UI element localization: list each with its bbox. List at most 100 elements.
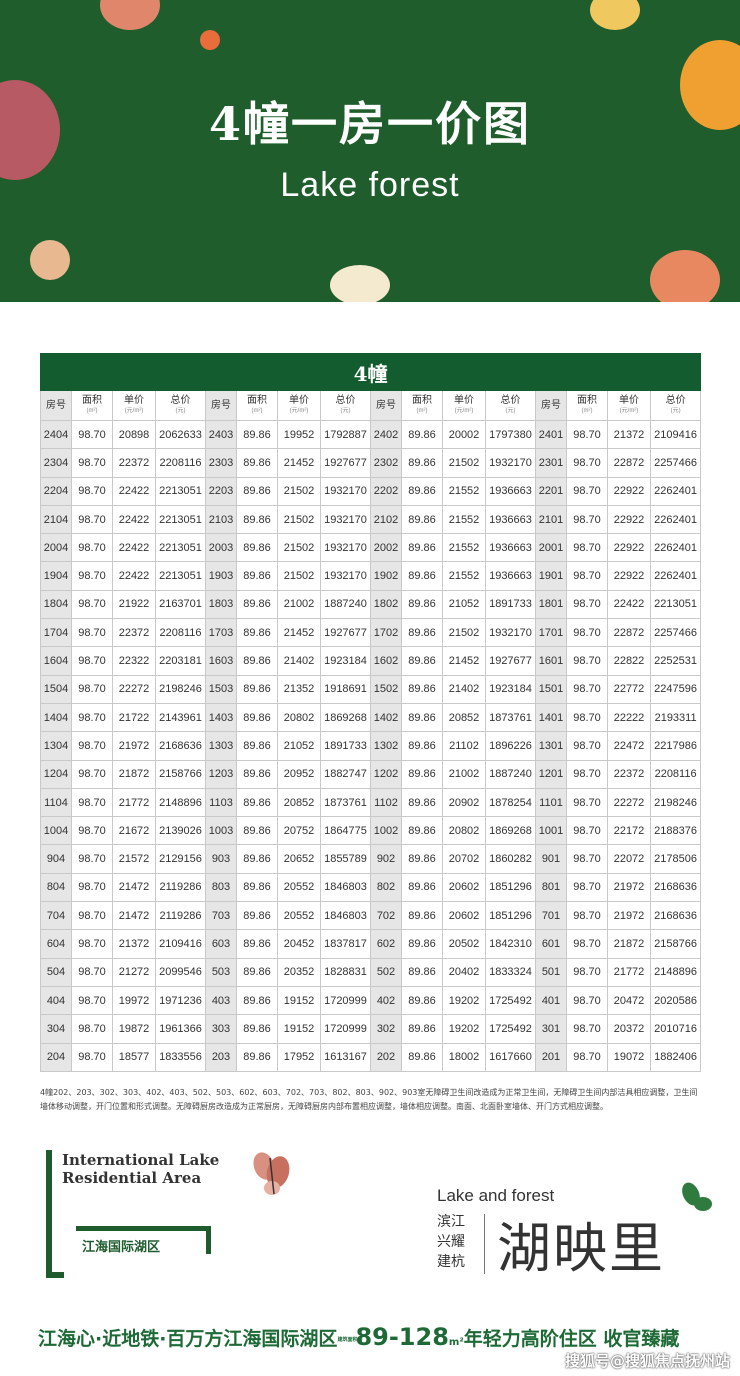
- table-row: 904 98.70 21572 2129156 903 89.86 20652 1855789…: [40, 844, 702, 874]
- total-price-cell: 2257466: [649, 448, 702, 478]
- area-cell: 98.70: [566, 419, 608, 450]
- project-name: 湖映里: [497, 1217, 665, 1280]
- room-number-cell: 1801: [535, 589, 567, 620]
- area-cell: 89.86: [401, 816, 443, 846]
- flower-decoration: [590, 0, 640, 30]
- room-number-cell: 2203: [205, 476, 237, 506]
- column-header: 房号: [535, 390, 567, 421]
- unit-price-cell: 21552: [442, 561, 486, 591]
- unit-price-cell: 21552: [442, 504, 486, 535]
- butterfly-icon: [253, 1152, 290, 1195]
- total-price-cell: 2109416: [155, 929, 206, 959]
- room-number-cell: 2301: [535, 448, 567, 478]
- unit-price-cell: 21372: [112, 929, 156, 959]
- unit-price-cell: 21502: [277, 476, 321, 506]
- unit-price-cell: 22222: [607, 702, 651, 733]
- table-row: 1904 98.70 22422 2213051 1903 89.86 21502 19321…: [40, 561, 702, 591]
- header-label: 房号: [211, 400, 231, 411]
- total-price-cell: 1869268: [320, 702, 371, 733]
- table-row: 204 98.70 18577 1833556 203 89.86 17952 1613167…: [40, 1042, 702, 1072]
- table-row: 704 98.70 21472 2119286 703 89.86 20552 1846803…: [40, 901, 702, 931]
- header-unit: (元): [505, 407, 516, 414]
- unit-price-cell: 22922: [607, 476, 651, 506]
- area-cell: 89.86: [236, 646, 278, 676]
- room-number-cell: 2202: [370, 476, 402, 506]
- table-row: 1804 98.70 21922 2163701 1803 89.86 21002 18872…: [40, 589, 702, 620]
- unit-price-cell: 21372: [607, 419, 651, 450]
- total-price-cell: 1927677: [320, 448, 371, 478]
- unit-price-cell: 19152: [277, 985, 321, 1016]
- unit-price-cell: 20702: [442, 844, 486, 874]
- total-price-cell: 1918691: [320, 674, 371, 704]
- total-price-cell: 2119286: [155, 872, 206, 903]
- unit-price-cell: 21502: [442, 448, 486, 478]
- total-price-cell: 2020586: [649, 985, 702, 1016]
- total-price-cell: 1923184: [485, 674, 536, 704]
- unit-price-cell: 21502: [442, 618, 486, 648]
- slogan-unit: m²: [448, 1337, 464, 1348]
- area-cell: 98.70: [566, 674, 608, 704]
- area-cell: 89.86: [401, 533, 443, 563]
- total-price-cell: 1613167: [320, 1042, 371, 1072]
- unit-price-cell: 21972: [607, 901, 651, 931]
- header-label: 房号: [376, 400, 396, 411]
- table-row: 304 98.70 19872 1961366 303 89.86 19152 1720999…: [40, 1014, 702, 1044]
- total-price-cell: 1851296: [485, 901, 536, 931]
- room-number-cell: 1803: [205, 589, 237, 620]
- room-number-cell: 1203: [205, 759, 237, 789]
- area-cell: 98.70: [566, 901, 608, 931]
- total-price-cell: 2109416: [649, 419, 702, 450]
- area-cell: 89.86: [401, 844, 443, 874]
- total-price-cell: 2148896: [649, 957, 702, 987]
- area-cell: 98.70: [71, 929, 113, 959]
- total-price-cell: 2143961: [155, 702, 206, 733]
- unit-price-cell: 20802: [442, 816, 486, 846]
- room-number-cell: 701: [535, 901, 567, 931]
- unit-price-cell: 22872: [607, 448, 651, 478]
- unit-price-cell: 21002: [442, 759, 486, 789]
- unit-price-cell: 22922: [607, 533, 651, 563]
- room-number-cell: 502: [370, 957, 402, 987]
- room-number-cell: 1403: [205, 702, 237, 733]
- total-price-cell: 2213051: [649, 589, 702, 620]
- flower-decoration: [200, 30, 220, 50]
- room-number-cell: 2404: [40, 419, 72, 450]
- area-cell: 98.70: [566, 589, 608, 620]
- total-price-cell: 1936663: [485, 504, 536, 535]
- area-cell: 89.86: [236, 674, 278, 704]
- unit-price-cell: 20352: [277, 957, 321, 987]
- header-unit: (元/m²): [619, 407, 639, 414]
- total-price-cell: 2203181: [155, 646, 206, 676]
- area-cell: 98.70: [71, 476, 113, 506]
- unit-price-cell: 20372: [607, 1014, 651, 1044]
- unit-price-cell: 21352: [277, 674, 321, 704]
- area-cell: 89.86: [401, 448, 443, 478]
- column-header: 单价 (元/m²): [442, 390, 486, 421]
- room-number-cell: 2002: [370, 533, 402, 563]
- unit-price-cell: 20502: [442, 929, 486, 959]
- total-price-cell: 2099546: [155, 957, 206, 987]
- unit-price-cell: 21502: [277, 533, 321, 563]
- area-cell: 89.86: [401, 561, 443, 591]
- brand-logo: Lake forest: [280, 166, 460, 204]
- total-price-cell: 2158766: [155, 759, 206, 789]
- total-price-cell: 1936663: [485, 561, 536, 591]
- flower-decoration: [650, 250, 720, 302]
- unit-price-cell: 20552: [277, 901, 321, 931]
- header-label: 面积: [412, 394, 432, 406]
- area-cell: 89.86: [236, 872, 278, 903]
- total-price-cell: 1846803: [320, 901, 371, 931]
- header-label: 总价: [335, 394, 356, 406]
- room-number-cell: 1901: [535, 561, 567, 591]
- header-unit: (m²): [416, 407, 428, 414]
- slogan: 江海心·近地铁·百万方江海国际湖区建筑面积约89-128m²年轻力高阶住区 收官…: [38, 1323, 679, 1351]
- table-row: 1204 98.70 21872 2158766 1203 89.86 20952 18827…: [40, 759, 702, 789]
- room-number-cell: 1902: [370, 561, 402, 591]
- unit-price-cell: 21502: [277, 504, 321, 535]
- table-row: 504 98.70 21272 2099546 503 89.86 20352 1828831…: [40, 957, 702, 987]
- room-number-cell: 1201: [535, 759, 567, 789]
- unit-price-cell: 20602: [442, 901, 486, 931]
- area-cell: 89.86: [236, 561, 278, 591]
- total-price-cell: 2208116: [155, 618, 206, 648]
- unit-price-cell: 20652: [277, 844, 321, 874]
